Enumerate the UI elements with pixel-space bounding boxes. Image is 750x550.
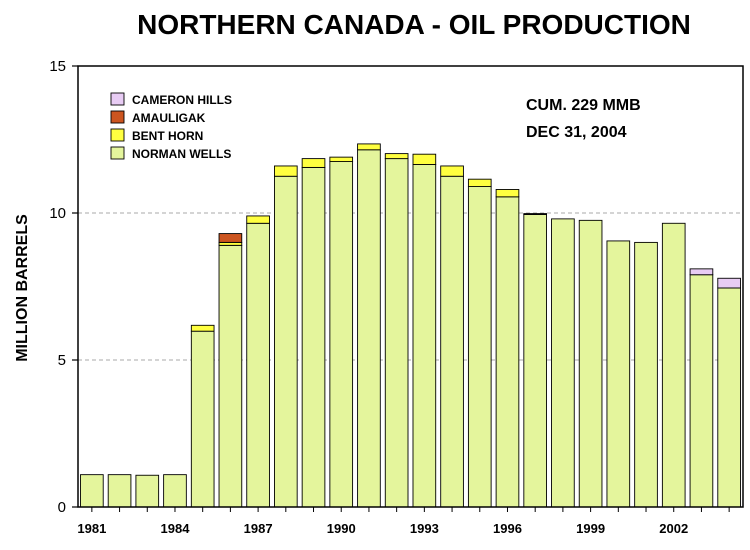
x-tick-label: 2002 <box>659 521 688 536</box>
bar-norman-wells-1983 <box>135 474 160 508</box>
bar-norman-wells-1987 <box>246 222 270 508</box>
legend-label-norman-wells: NORMAN WELLS <box>132 147 231 161</box>
bar-bent-horn-1985 <box>190 324 215 332</box>
y-tick-label: 5 <box>58 352 66 369</box>
bar-bent-horn-1987 <box>246 215 270 224</box>
bar-norman-wells-1990 <box>329 161 354 508</box>
bar-norman-wells-1989 <box>301 166 326 508</box>
cumulative-note: CUM. 229 MMB <box>526 97 641 114</box>
y-tick-label: 0 <box>58 499 66 516</box>
bar-norman-wells-2002 <box>661 222 686 508</box>
bar-norman-wells-1991 <box>357 149 381 508</box>
bar-norman-wells-1999 <box>578 219 603 508</box>
x-tick-label: 1987 <box>244 521 273 536</box>
legend-swatch-bent-horn <box>110 128 125 142</box>
bar-bent-horn-1993 <box>412 153 437 165</box>
bar-norman-wells-2001 <box>634 241 658 508</box>
bar-norman-wells-1982 <box>107 474 132 508</box>
legend: CAMERON HILLS AMAULIGAK BENT HORN NORMAN WE… <box>110 92 232 161</box>
bar-norman-wells-1984 <box>163 474 187 508</box>
bars <box>80 143 741 508</box>
x-tick-label: 1996 <box>493 521 522 536</box>
bar-norman-wells-1993 <box>412 164 437 508</box>
bar-norman-wells-2004 <box>717 287 741 508</box>
bar-bent-horn-1989 <box>301 158 326 168</box>
bar-cameron-hills-2003 <box>689 268 714 276</box>
y-tick-label: 15 <box>49 58 66 75</box>
x-tick-label: 1990 <box>327 521 356 536</box>
x-tick-label: 1999 <box>576 521 605 536</box>
legend-label-bent-horn: BENT HORN <box>132 129 203 143</box>
y-axis-label: MILLION BARRELS <box>14 214 31 362</box>
bar-norman-wells-1988 <box>274 175 298 508</box>
legend-swatch-cameron-hills <box>110 92 125 106</box>
x-tick-label: 1984 <box>161 521 191 536</box>
bar-bent-horn-1992 <box>384 153 409 160</box>
bar-norman-wells-1998 <box>551 218 575 508</box>
bar-cameron-hills-2004 <box>717 277 741 289</box>
x-axis-ticks: 1981 1984 1987 1990 1993 1996 1999 2002 <box>77 507 730 536</box>
plot-frame <box>77 65 744 508</box>
legend-label-cameron-hills: CAMERON HILLS <box>132 93 232 107</box>
bar-norman-wells-1985 <box>190 330 215 508</box>
bar-bent-horn-1996 <box>495 189 520 198</box>
date-note: DEC 31, 2004 <box>526 124 627 141</box>
bar-norman-wells-1992 <box>384 158 409 508</box>
grid-lines <box>78 212 743 361</box>
legend-swatch-amauligak <box>110 110 125 124</box>
bar-bent-horn-1990 <box>329 156 354 162</box>
bar-bent-horn-1997 <box>523 213 547 215</box>
y-axis-ticks: 0 5 10 15 <box>49 58 78 516</box>
bar-norman-wells-1981 <box>80 474 104 508</box>
bar-norman-wells-1997 <box>523 214 547 508</box>
bar-norman-wells-1996 <box>495 196 520 508</box>
bar-amauligak-1986 <box>218 233 243 243</box>
legend-label-amauligak: AMAULIGAK <box>132 111 206 125</box>
legend-swatch-norman-wells <box>110 146 125 160</box>
bar-bent-horn-1988 <box>274 165 298 177</box>
x-tick-label: 1981 <box>77 521 106 536</box>
bar-norman-wells-1995 <box>467 186 492 508</box>
bar-norman-wells-1986 <box>218 244 243 508</box>
bar-bent-horn-1994 <box>440 165 464 177</box>
bar-bent-horn-1991 <box>357 143 381 151</box>
y-tick-label: 10 <box>49 205 66 222</box>
bar-norman-wells-1994 <box>440 175 464 508</box>
bar-norman-wells-2000 <box>606 240 631 508</box>
chart-title: NORTHERN CANADA - OIL PRODUCTION <box>137 9 691 40</box>
bar-bent-horn-1995 <box>467 178 492 187</box>
bar-norman-wells-2003 <box>689 274 714 508</box>
x-tick-label: 1993 <box>410 521 439 536</box>
